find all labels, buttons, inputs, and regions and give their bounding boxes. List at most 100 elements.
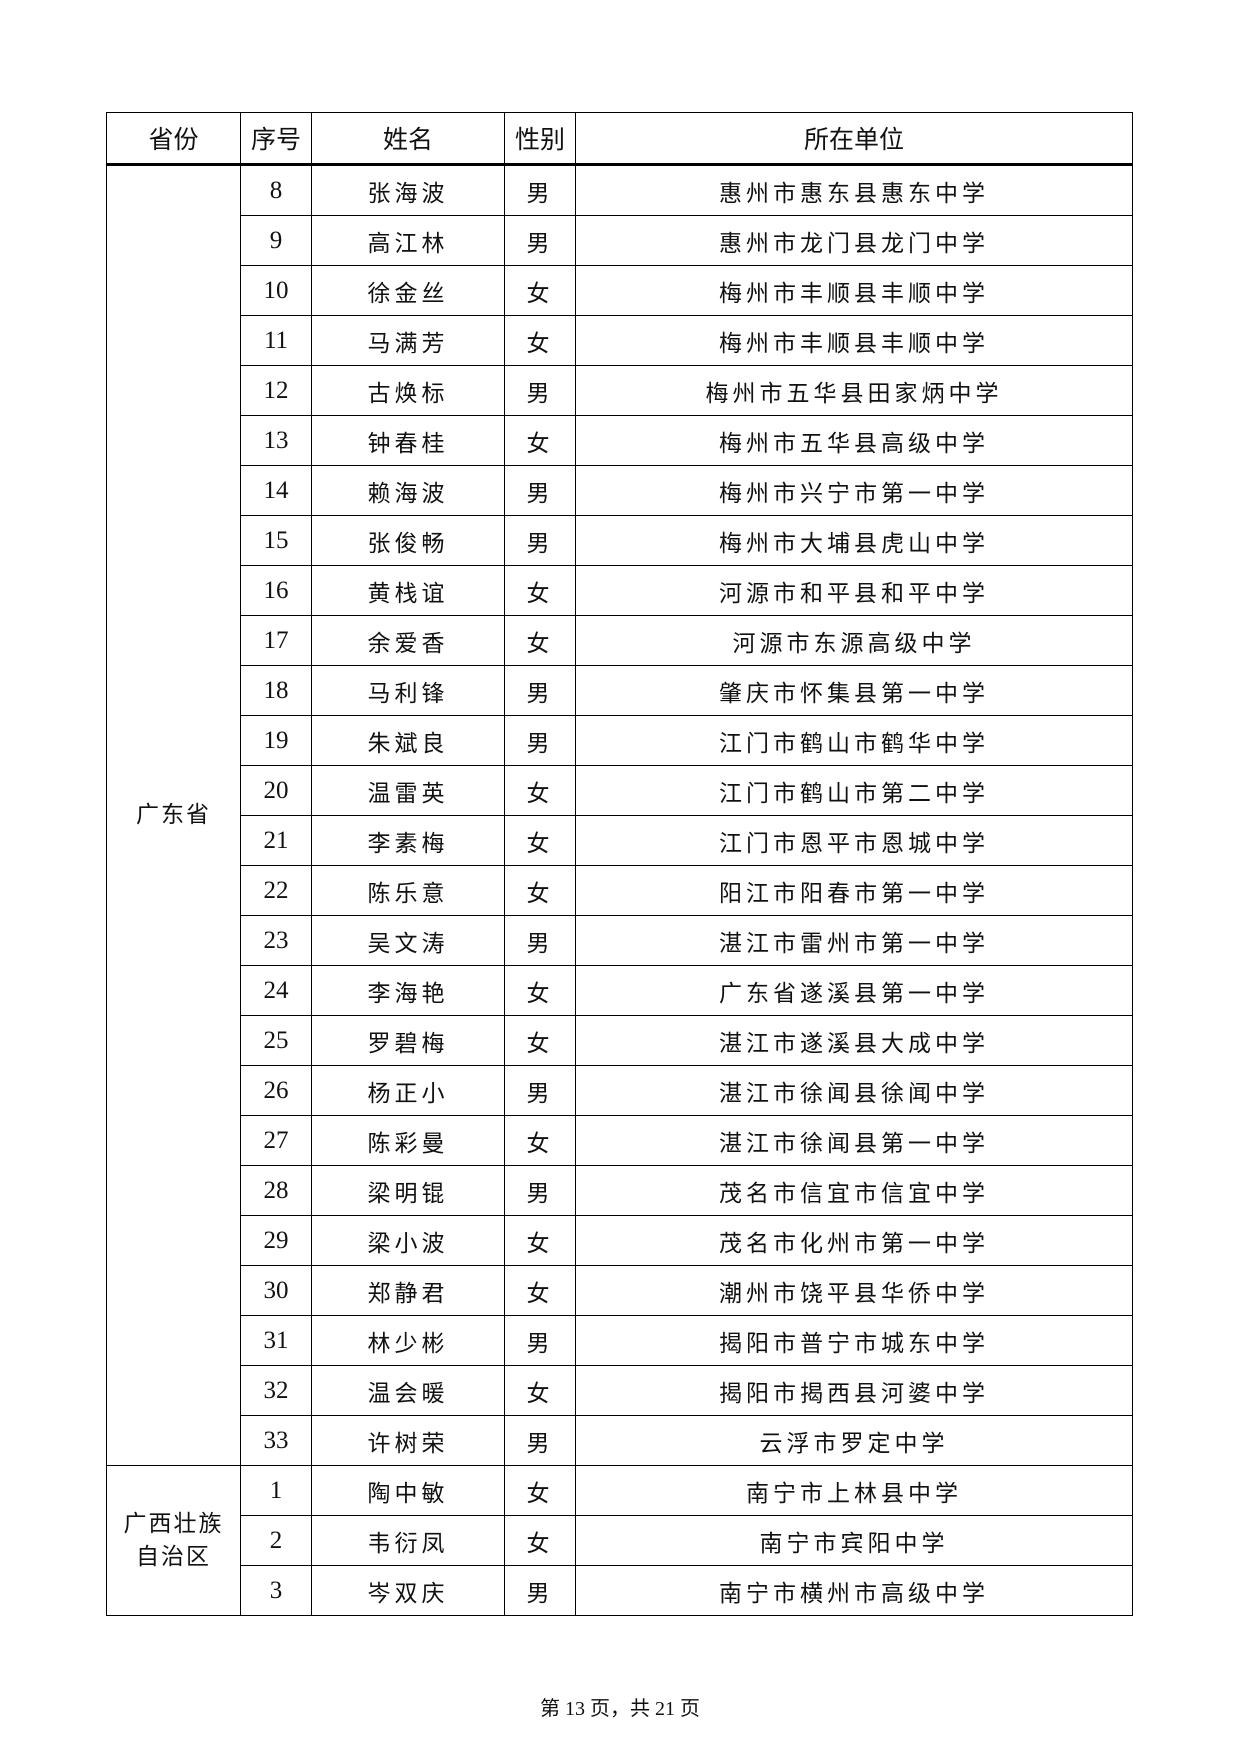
- table-row: 广西壮族自治区 1 陶中敏女南宁市上林县中学: [106, 1465, 1133, 1616]
- name-cell: 朱斌良: [311, 715, 505, 766]
- table-header-row: 省份 序号 姓名 性别 所在单位: [106, 112, 1133, 166]
- workplace-cell: 江门市恩平市恩城中学: [575, 815, 1133, 866]
- table-row: 11 马满芳女梅州市丰顺县丰顺中学: [107, 315, 1133, 366]
- roster-table: 省份 序号 姓名 性别 所在单位 广东省 8 张海波男惠州市惠东县惠东中学 9 高江林男…: [106, 112, 1133, 1616]
- province-cell: 广西壮族自治区: [106, 1465, 241, 1616]
- table-row: 27 陈彩曼女湛江市徐闻县第一中学: [107, 1115, 1133, 1166]
- name-cell: 马满芳: [311, 315, 505, 366]
- gender-cell: 男: [504, 1065, 576, 1116]
- workplace-cell: 揭阳市普宁市城东中学: [575, 1315, 1133, 1366]
- table-row: 3 岑双庆男南宁市横州市高级中学: [107, 1565, 1133, 1616]
- number-cell: 17: [240, 615, 312, 666]
- name-cell: 岑双庆: [311, 1565, 505, 1616]
- number-cell: 31: [240, 1315, 312, 1366]
- name-cell: 陈乐意: [311, 865, 505, 916]
- number-cell: 3: [240, 1565, 312, 1616]
- table-row: 25 罗碧梅女湛江市遂溪县大成中学: [107, 1015, 1133, 1066]
- name-cell: 钟春桂: [311, 415, 505, 466]
- number-cell: 25: [240, 1015, 312, 1066]
- number-cell: 24: [240, 965, 312, 1016]
- header-number: 序号: [240, 112, 312, 166]
- gender-cell: 男: [504, 1415, 576, 1466]
- number-cell: 16: [240, 565, 312, 616]
- number-cell: 33: [240, 1415, 312, 1466]
- name-cell: 杨正小: [311, 1065, 505, 1116]
- table-row: 9 高江林男惠州市龙门县龙门中学: [107, 215, 1133, 266]
- workplace-cell: 湛江市徐闻县第一中学: [575, 1115, 1133, 1166]
- table-row: 17 余爱香女河源市东源高级中学: [107, 615, 1133, 666]
- number-cell: 27: [240, 1115, 312, 1166]
- table-row: 24 李海艳女广东省遂溪县第一中学: [107, 965, 1133, 1016]
- gender-cell: 男: [504, 915, 576, 966]
- gender-cell: 女: [504, 1515, 576, 1566]
- number-cell: 1: [240, 1465, 312, 1516]
- workplace-cell: 揭阳市揭西县河婆中学: [575, 1365, 1133, 1416]
- table-row: 13 钟春桂女梅州市五华县高级中学: [107, 415, 1133, 466]
- table-row: 16 黄栈谊女河源市和平县和平中学: [107, 565, 1133, 616]
- name-cell: 许树荣: [311, 1415, 505, 1466]
- table-row: 23 吴文涛男湛江市雷州市第一中学: [107, 915, 1133, 966]
- table-row: 33 许树荣男云浮市罗定中学: [107, 1415, 1133, 1466]
- workplace-cell: 潮州市饶平县华侨中学: [575, 1265, 1133, 1316]
- number-cell: 9: [240, 215, 312, 266]
- table-row: 10 徐金丝女梅州市丰顺县丰顺中学: [107, 265, 1133, 316]
- name-cell: 黄栈谊: [311, 565, 505, 616]
- gender-cell: 女: [504, 815, 576, 866]
- gender-cell: 男: [504, 715, 576, 766]
- gender-cell: 女: [504, 1465, 576, 1516]
- gender-cell: 男: [504, 515, 576, 566]
- workplace-cell: 南宁市横州市高级中学: [575, 1565, 1133, 1616]
- table-row: 30 郑静君女潮州市饶平县华侨中学: [107, 1265, 1133, 1316]
- workplace-cell: 湛江市遂溪县大成中学: [575, 1015, 1133, 1066]
- province-cell: 广东省: [106, 164, 241, 1466]
- table-row: 22 陈乐意女阳江市阳春市第一中学: [107, 865, 1133, 916]
- header-name: 姓名: [311, 112, 505, 166]
- workplace-cell: 广东省遂溪县第一中学: [575, 965, 1133, 1016]
- name-cell: 罗碧梅: [311, 1015, 505, 1066]
- table-row: 2 韦衍凤女南宁市宾阳中学: [107, 1515, 1133, 1566]
- number-cell: 14: [240, 465, 312, 516]
- workplace-cell: 阳江市阳春市第一中学: [575, 865, 1133, 916]
- workplace-cell: 茂名市信宜市信宜中学: [575, 1165, 1133, 1216]
- name-cell: 余爱香: [311, 615, 505, 666]
- number-cell: 22: [240, 865, 312, 916]
- workplace-cell: 梅州市丰顺县丰顺中学: [575, 265, 1133, 316]
- name-cell: 林少彬: [311, 1315, 505, 1366]
- number-cell: 21: [240, 815, 312, 866]
- number-cell: 10: [240, 265, 312, 316]
- name-cell: 郑静君: [311, 1265, 505, 1316]
- name-cell: 张俊畅: [311, 515, 505, 566]
- name-cell: 温雷英: [311, 765, 505, 816]
- workplace-cell: 惠州市龙门县龙门中学: [575, 215, 1133, 266]
- number-cell: 20: [240, 765, 312, 816]
- number-cell: 15: [240, 515, 312, 566]
- workplace-cell: 湛江市雷州市第一中学: [575, 915, 1133, 966]
- header-province: 省份: [106, 112, 241, 166]
- number-cell: 2: [240, 1515, 312, 1566]
- name-cell: 吴文涛: [311, 915, 505, 966]
- gender-cell: 男: [504, 1165, 576, 1216]
- number-cell: 8: [240, 164, 312, 216]
- table-row: 32 温会暖女揭阳市揭西县河婆中学: [107, 1365, 1133, 1416]
- header-gender: 性别: [504, 112, 576, 166]
- gender-cell: 女: [504, 565, 576, 616]
- gender-cell: 男: [504, 665, 576, 716]
- gender-cell: 女: [504, 1365, 576, 1416]
- name-cell: 徐金丝: [311, 265, 505, 316]
- workplace-cell: 河源市和平县和平中学: [575, 565, 1133, 616]
- name-cell: 赖海波: [311, 465, 505, 516]
- number-cell: 12: [240, 365, 312, 416]
- table-row: 26 杨正小男湛江市徐闻县徐闻中学: [107, 1065, 1133, 1116]
- table-row: 31 林少彬男揭阳市普宁市城东中学: [107, 1315, 1133, 1366]
- workplace-cell: 梅州市大埔县虎山中学: [575, 515, 1133, 566]
- gender-cell: 女: [504, 1215, 576, 1266]
- name-cell: 梁明锟: [311, 1165, 505, 1216]
- number-cell: 28: [240, 1165, 312, 1216]
- workplace-cell: 茂名市化州市第一中学: [575, 1215, 1133, 1266]
- table-row: 21 李素梅女江门市恩平市恩城中学: [107, 815, 1133, 866]
- workplace-cell: 云浮市罗定中学: [575, 1415, 1133, 1466]
- gender-cell: 男: [504, 465, 576, 516]
- workplace-cell: 湛江市徐闻县徐闻中学: [575, 1065, 1133, 1116]
- name-cell: 张海波: [311, 164, 505, 216]
- gender-cell: 女: [504, 765, 576, 816]
